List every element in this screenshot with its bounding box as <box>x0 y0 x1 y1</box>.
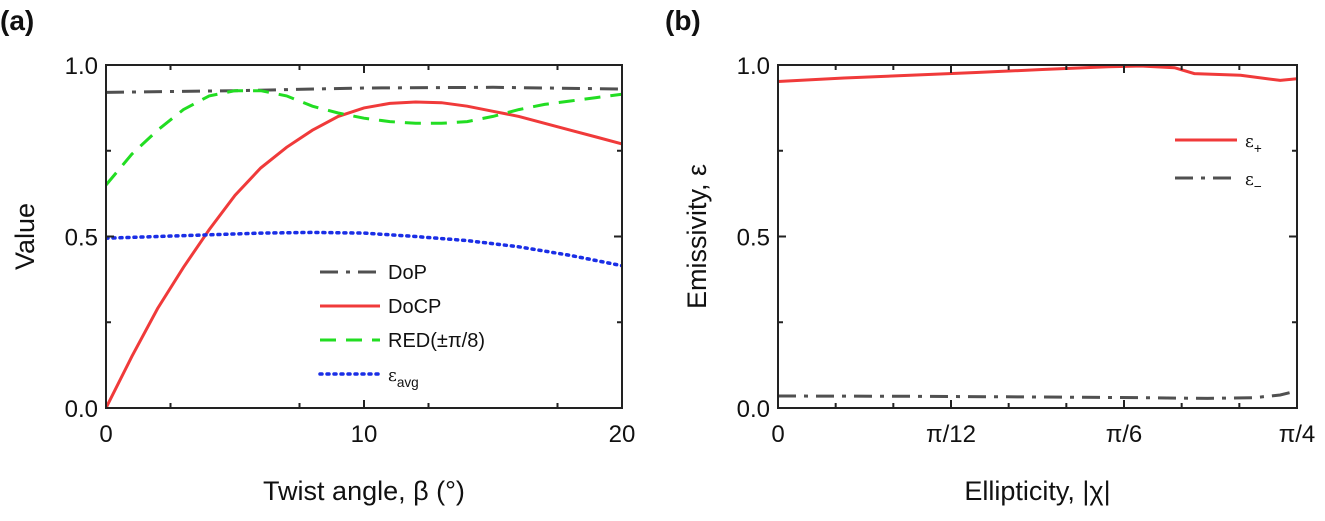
y-tick-label: 1.0 <box>65 53 98 80</box>
legend-label: ε− <box>1245 170 1262 194</box>
x-tick-label: π/6 <box>1106 421 1143 448</box>
legend-label: ε+ <box>1245 132 1262 156</box>
y-tick-label: 0.5 <box>65 225 98 252</box>
x-axis-label: Twist angle, β (°) <box>263 476 465 506</box>
series-line-3 <box>106 230 622 268</box>
y-axis-label: Emissivity, ε <box>682 164 712 309</box>
y-tick-label: 0.0 <box>737 396 770 423</box>
panel-b: (b) 0 π/12 π/6 π/4 0.0 0.5 1.0 Ellipticity, |χ| E… <box>665 5 1315 506</box>
legend: ε+ ε− <box>1175 132 1262 194</box>
x-tick-label: π/12 <box>926 421 976 448</box>
panel-a: (a) 0 10 20 0.0 0.5 1.0 Twist angle, β (°) Value… <box>0 5 635 506</box>
series-line-2 <box>106 89 622 186</box>
legend-label: RED(±π/8) <box>388 330 485 352</box>
x-axis-label: Ellipticity, |χ| <box>964 476 1110 506</box>
series-line-0 <box>106 85 622 94</box>
y-axis-label: Value <box>10 203 40 270</box>
legend-label: εavg <box>388 366 419 390</box>
panel-label: (a) <box>0 5 34 36</box>
plot-frame <box>777 64 1298 409</box>
panel-label: (b) <box>665 5 701 36</box>
legend-label: DoCP <box>388 296 441 318</box>
series-line-0 <box>778 65 1297 83</box>
series-line-1 <box>778 389 1297 400</box>
legend: DoP DoCP RED(±π/8) εavg <box>318 262 485 390</box>
x-tick-label: 10 <box>351 421 378 448</box>
x-tick-label: 0 <box>99 421 112 448</box>
x-tick-label: π/4 <box>1279 421 1316 448</box>
x-tick-label: 0 <box>771 421 784 448</box>
series-line-1 <box>106 100 622 408</box>
y-tick-label: 0.0 <box>65 396 98 423</box>
y-tick-label: 0.5 <box>737 225 770 252</box>
legend-label: DoP <box>388 262 427 284</box>
x-tick-label: 20 <box>609 421 636 448</box>
y-tick-label: 1.0 <box>737 53 770 80</box>
